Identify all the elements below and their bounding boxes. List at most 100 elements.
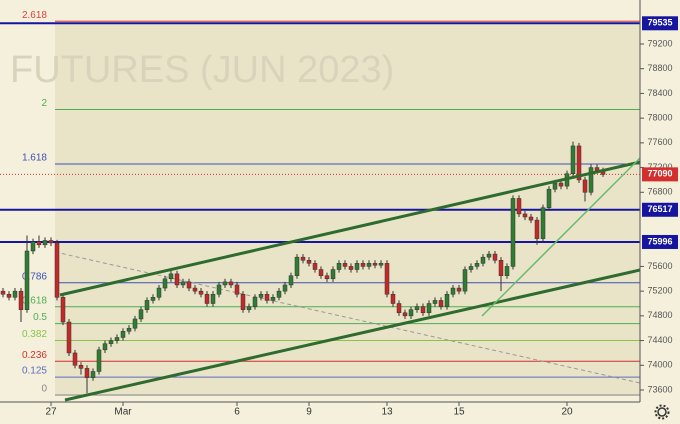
- candle-body: [198, 290, 204, 295]
- candle-body: [264, 293, 270, 301]
- candle-body: [78, 365, 84, 369]
- fib-label: 0: [41, 384, 47, 395]
- candle-body: [456, 287, 462, 292]
- candle-body: [6, 293, 12, 298]
- candle-body: [522, 213, 528, 218]
- y-tick-label: 77200: [647, 162, 672, 172]
- candle-body: [144, 300, 150, 310]
- candle-body: [402, 312, 408, 317]
- candle-body: [324, 275, 330, 280]
- candle-body: [246, 306, 252, 310]
- candle-body: [72, 352, 78, 366]
- candle-body: [60, 297, 66, 323]
- fib-label: 0.786: [22, 271, 47, 282]
- candle-body: [498, 260, 504, 276]
- candle-body: [132, 318, 138, 329]
- y-tick-label: 75600: [647, 261, 672, 271]
- y-tick-label: 73600: [647, 384, 672, 394]
- candle-body: [468, 266, 474, 270]
- candle-body: [294, 256, 300, 276]
- candle-body: [252, 297, 258, 307]
- candle-body: [318, 269, 324, 276]
- candle-body: [330, 269, 336, 280]
- price-level-label: 79535: [647, 18, 672, 28]
- candle-body: [372, 263, 378, 266]
- candle-body: [570, 145, 576, 175]
- candle-body: [276, 290, 282, 298]
- y-tick-label: 78400: [647, 88, 672, 98]
- fib-label: 0.382: [22, 329, 47, 340]
- candle-body: [180, 281, 186, 286]
- candle-body: [24, 250, 30, 310]
- candle-body: [576, 145, 582, 181]
- y-tick-label: 78000: [647, 113, 672, 123]
- fib-label: 0.5: [33, 312, 47, 323]
- candle-body: [216, 284, 222, 295]
- gear[interactable]: [657, 407, 667, 417]
- candle-body: [360, 263, 366, 267]
- candle-body: [462, 269, 468, 292]
- candle-body: [156, 287, 162, 298]
- x-tick-label: 13: [381, 407, 393, 418]
- candle-body: [432, 300, 438, 304]
- candle-body: [192, 287, 198, 292]
- x-tick-label: 9: [306, 407, 312, 418]
- trend-line: [481, 157, 641, 317]
- x-tick-label: 20: [561, 407, 573, 418]
- candle-body: [120, 331, 126, 338]
- candle-body: [534, 219, 540, 239]
- candle-body: [42, 240, 48, 246]
- candle-body: [420, 306, 426, 314]
- candle-body: [54, 242, 60, 298]
- fib-label: 2.618: [22, 10, 47, 21]
- candle-body: [426, 303, 432, 314]
- candle-body: [480, 256, 486, 264]
- candle-body: [228, 281, 234, 286]
- candle-body: [540, 207, 546, 239]
- candle-body: [504, 266, 510, 276]
- y-tick-label: 78800: [647, 63, 672, 73]
- price-level-label: 76517: [647, 204, 672, 214]
- candle-body: [114, 337, 120, 341]
- candle-body: [234, 284, 240, 295]
- x-tick-label: 6: [234, 407, 240, 418]
- settings-icon[interactable]: [654, 404, 670, 420]
- candle-body: [384, 263, 390, 295]
- trend-line: [64, 268, 641, 402]
- candle-body: [408, 309, 414, 317]
- candle-body: [312, 263, 318, 270]
- candle-body: [336, 263, 342, 270]
- x-tick-label: 27: [45, 407, 57, 418]
- fib-label: 0.125: [22, 366, 47, 377]
- fib-label: 0.236: [22, 350, 47, 361]
- candle-body: [582, 179, 588, 193]
- candle-body: [588, 167, 594, 193]
- candle-body: [186, 281, 192, 289]
- candle-body: [90, 371, 96, 378]
- trend-line: [59, 160, 641, 297]
- candle-body: [342, 263, 348, 267]
- candle-body: [486, 253, 492, 258]
- candle-body: [474, 263, 480, 267]
- candle-body: [516, 198, 522, 215]
- candle-body: [84, 368, 90, 378]
- candle-body: [138, 309, 144, 320]
- candle-body: [390, 293, 396, 304]
- candle-body: [126, 327, 132, 332]
- candle-body: [162, 278, 168, 289]
- y-tick-label: 77600: [647, 137, 672, 147]
- candle-body: [18, 290, 24, 310]
- candle-body: [438, 300, 444, 307]
- y-tick-label: 74800: [647, 310, 672, 320]
- candle-body: [558, 182, 564, 187]
- candle-body: [378, 263, 384, 266]
- fib-label: 1.618: [22, 153, 47, 164]
- gear-teeth[interactable]: [654, 404, 670, 420]
- candle-body: [270, 297, 276, 301]
- candle-body: [300, 256, 306, 261]
- candle-body: [282, 284, 288, 292]
- y-tick-label: 79200: [647, 38, 672, 48]
- candle-body: [306, 260, 312, 264]
- watermark: FUTURES (JUN 2023): [10, 49, 394, 91]
